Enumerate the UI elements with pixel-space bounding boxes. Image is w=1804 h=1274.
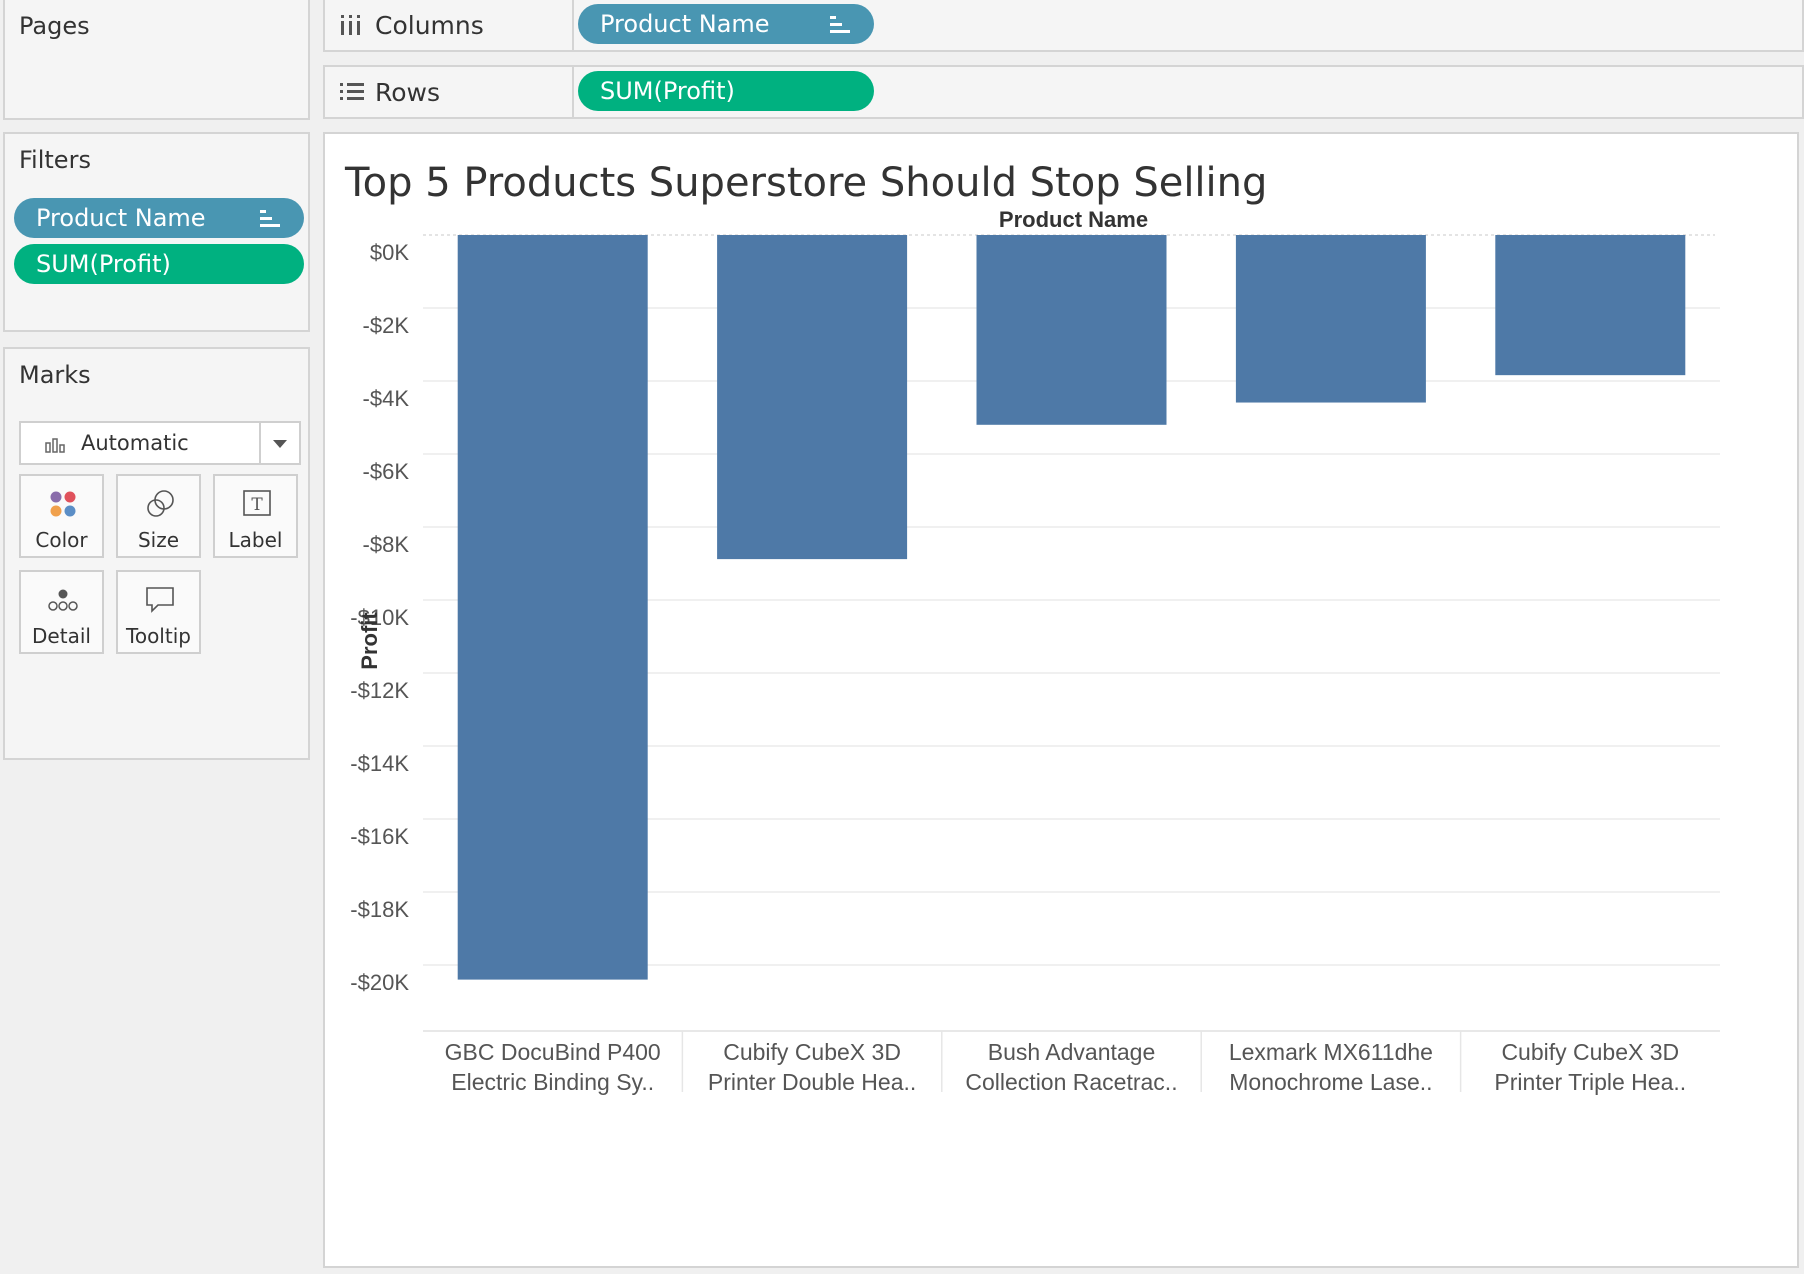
- y-tick-label: -$8K: [363, 532, 410, 557]
- tooltip-icon: [146, 587, 174, 613]
- color-icon: [50, 491, 76, 517]
- size-icon: [147, 490, 174, 517]
- mark-type-label: Automatic: [81, 431, 189, 455]
- x-tick-label: Bush Advantage: [988, 1039, 1156, 1065]
- bar: [1495, 235, 1686, 376]
- detail-button[interactable]: Detail: [19, 570, 104, 654]
- x-tick-label: Cubify CubeX 3D: [723, 1039, 901, 1065]
- bar: [976, 235, 1167, 425]
- detail-icon: [48, 589, 78, 611]
- filter-pill-product-name-label: Product Name: [36, 204, 206, 232]
- y-tick-label: -$4K: [363, 386, 410, 411]
- tooltip-button[interactable]: Tooltip: [116, 570, 201, 654]
- y-tick-label: -$6K: [363, 459, 410, 484]
- filter-pill-sum-profit[interactable]: SUM(Profit): [14, 244, 304, 284]
- y-tick-label: -$20K: [350, 970, 409, 995]
- y-tick-label: -$10K: [350, 605, 409, 630]
- pages-card[interactable]: Pages: [3, 0, 310, 120]
- svg-text:T: T: [251, 495, 263, 515]
- x-tick-label: Monochrome Lase..: [1229, 1069, 1432, 1095]
- rows-shelf-label: Rows: [325, 67, 574, 117]
- y-tick-label: -$18K: [350, 897, 409, 922]
- sort-descending-icon: [260, 210, 280, 228]
- sort-descending-icon: [830, 16, 850, 34]
- filter-pill-product-name[interactable]: Product Name: [14, 198, 304, 238]
- y-axis-title: Profit: [357, 612, 382, 670]
- x-tick-label: Cubify CubeX 3D: [1501, 1039, 1679, 1065]
- x-tick-label: GBC DocuBind P400: [445, 1039, 661, 1065]
- bar-chart-icon: [45, 438, 65, 453]
- rows-pill-sum-profit[interactable]: SUM(Profit): [578, 71, 874, 111]
- tooltip-label: Tooltip: [126, 624, 191, 648]
- bar-chart: Product Name $0K -$2K -$4K -$6K -$8K -$10K -$12…: [350, 207, 1720, 1095]
- chart-view: Top 5 Products Superstore Should Stop Se…: [323, 132, 1799, 1268]
- color-label: Color: [35, 528, 88, 552]
- y-tick-label: -$12K: [350, 678, 409, 703]
- bar: [717, 235, 908, 560]
- mark-type-dropdown[interactable]: Automatic: [19, 421, 301, 465]
- x-tick-label: Printer Double Hea..: [708, 1069, 916, 1095]
- marks-title: Marks: [19, 361, 91, 389]
- size-label: Size: [137, 528, 180, 552]
- size-button[interactable]: Size: [116, 474, 201, 558]
- x-tick-label: Collection Racetrac..: [965, 1069, 1177, 1095]
- x-tick-label: Electric Binding Sy..: [451, 1069, 654, 1095]
- bar: [1235, 235, 1426, 403]
- filters-title: Filters: [19, 146, 91, 174]
- text-label-icon: T: [243, 490, 271, 516]
- rows-pill-label: SUM(Profit): [600, 77, 735, 105]
- label-label: Label: [228, 528, 283, 552]
- rows-icon: [340, 83, 364, 100]
- columns-pill-product-name[interactable]: Product Name: [578, 4, 874, 44]
- label-button[interactable]: T Label: [213, 474, 298, 558]
- bar: [457, 235, 648, 980]
- columns-pill-label: Product Name: [600, 10, 770, 38]
- pages-title: Pages: [19, 12, 90, 40]
- color-button[interactable]: Color: [19, 474, 104, 558]
- column-header: Product Name: [999, 207, 1148, 232]
- chart-title: Top 5 Products Superstore Should Stop Se…: [345, 160, 1268, 206]
- marks-card: Marks Automatic Color Size T Label: [3, 347, 310, 760]
- columns-shelf[interactable]: Columns Product Name: [323, 0, 1804, 52]
- x-tick-label: Printer Triple Hea..: [1494, 1069, 1686, 1095]
- y-tick-label: $0K: [370, 240, 409, 265]
- rows-label: Rows: [375, 78, 441, 107]
- y-tick-label: -$2K: [363, 313, 410, 338]
- x-tick-label: Lexmark MX611dhe: [1229, 1039, 1433, 1065]
- chevron-down-icon[interactable]: [259, 423, 299, 463]
- filter-pill-sum-profit-label: SUM(Profit): [36, 250, 171, 278]
- columns-icon: [341, 15, 360, 35]
- detail-label: Detail: [32, 624, 91, 648]
- y-tick-label: -$16K: [350, 824, 409, 849]
- columns-shelf-label: Columns: [325, 0, 574, 50]
- columns-label: Columns: [375, 11, 484, 40]
- y-tick-label: -$14K: [350, 751, 409, 776]
- filters-card: Filters Product Name SUM(Profit): [3, 132, 310, 332]
- rows-shelf[interactable]: Rows SUM(Profit): [323, 65, 1804, 119]
